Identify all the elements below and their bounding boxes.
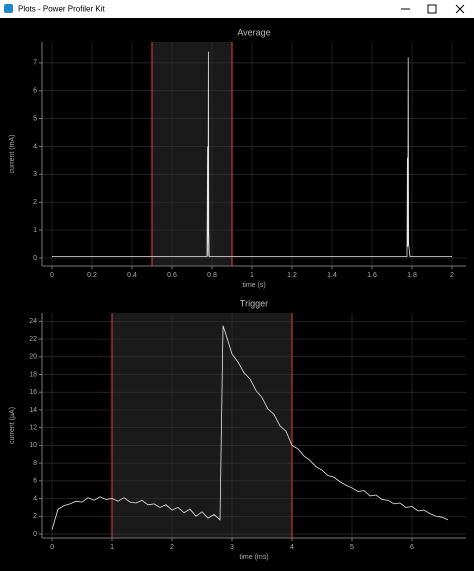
y-tick-label: 0 (33, 531, 37, 538)
x-tick-label: 0.2 (87, 272, 97, 279)
y-tick-label: 2 (33, 513, 37, 520)
y-tick-label: 12 (29, 425, 37, 432)
maximize-button[interactable] (427, 4, 437, 14)
y-tick-label: 0 (33, 255, 37, 262)
y-tick-label: 18 (29, 371, 37, 378)
x-tick-label: 1 (250, 272, 254, 279)
y-tick-label: 16 (29, 389, 37, 396)
x-tick-label: 0 (50, 272, 54, 279)
y-tick-label: 14 (29, 407, 37, 414)
x-tick-label: 6 (410, 544, 414, 551)
selection-area (112, 313, 293, 538)
y-tick-label: 8 (33, 460, 37, 467)
y-tick-label: 2 (33, 199, 37, 206)
x-tick-label: 1.2 (287, 272, 297, 279)
y-tick-label: 22 (29, 336, 37, 343)
x-tick-label: 0 (50, 544, 54, 551)
x-tick-label: 0.8 (207, 272, 217, 279)
y-tick-label: 7 (33, 60, 37, 67)
x-tick-label: 0.6 (167, 272, 177, 279)
x-tick-label: 3 (230, 544, 234, 551)
x-tick-label: 2 (170, 544, 174, 551)
x-tick-label: 4 (290, 544, 294, 551)
data-line (52, 51, 452, 257)
chart-title: Average (237, 27, 270, 37)
title-bar (0, 0, 474, 18)
y-tick-label: 10 (29, 442, 37, 449)
close-button[interactable] (455, 4, 465, 14)
chart-title: Trigger (240, 298, 268, 308)
selection-area (152, 42, 232, 266)
y-tick-label: 3 (33, 171, 37, 178)
y-tick-label: 4 (33, 143, 37, 150)
y-tick-label: 6 (33, 88, 37, 95)
y-tick-label: 20 (29, 354, 37, 361)
x-tick-label: 5 (350, 544, 354, 551)
x-tick-label: 1.6 (367, 272, 377, 279)
data-line (51, 325, 449, 530)
x-axis-label: time (s) (242, 282, 265, 289)
x-axis-label: time (ms) (239, 554, 268, 561)
x-tick-label: 0.4 (127, 272, 137, 279)
y-axis-label: current (µA) (9, 407, 16, 444)
y-tick-label: 4 (33, 495, 37, 502)
y-tick-label: 5 (33, 115, 37, 122)
x-tick-label: 2 (450, 272, 454, 279)
x-tick-label: 1 (110, 544, 114, 551)
x-tick-label: 1.4 (327, 272, 337, 279)
y-tick-label: 24 (29, 318, 37, 325)
app-icon (4, 4, 13, 13)
y-axis-label: current (mA) (9, 135, 16, 174)
y-tick-label: 1 (33, 227, 37, 234)
window-title: Plots - Power Profiler Kit (18, 5, 105, 14)
x-tick-label: 1.8 (407, 272, 417, 279)
y-tick-label: 6 (33, 478, 37, 485)
